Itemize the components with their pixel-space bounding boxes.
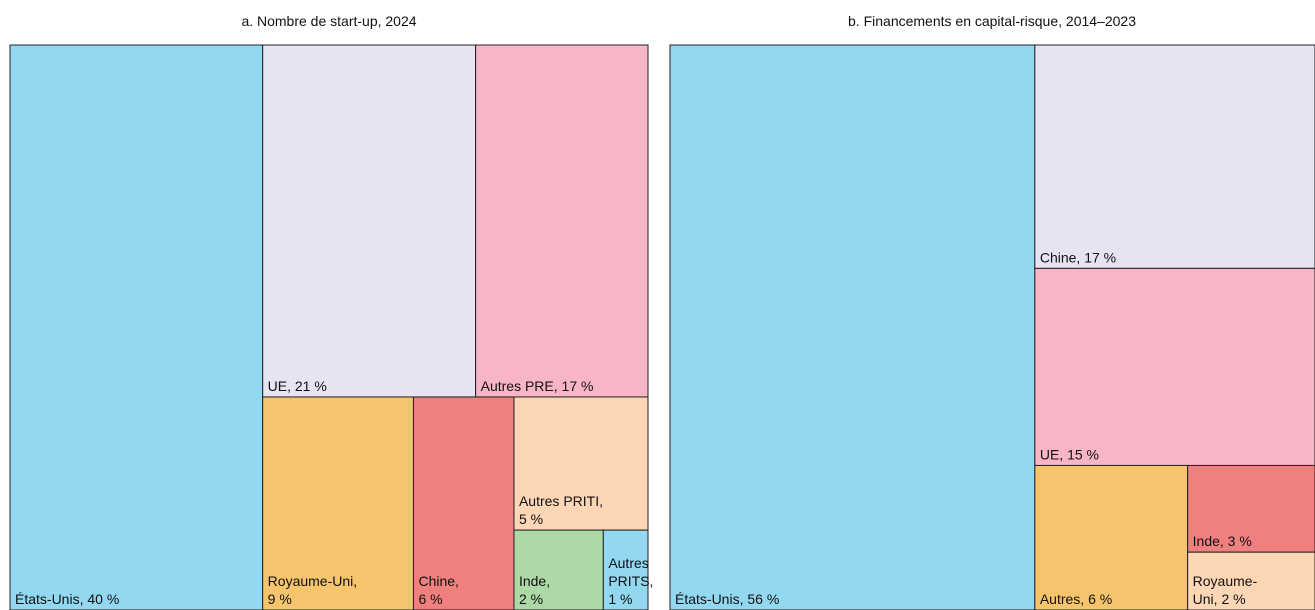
- cell-label: Inde, 2 %: [519, 573, 550, 607]
- treemap-cell: [602, 529, 649, 610]
- cell-label: Royaume-Uni, 9 %: [268, 573, 357, 607]
- cell-label: Inde, 3 %: [1193, 533, 1252, 549]
- chart-title: a. Nombre de start-up, 2024: [241, 13, 416, 29]
- cell-label: Chine, 17 %: [1040, 249, 1116, 265]
- cell-label: Autres PRITS, 1 %: [608, 555, 653, 607]
- treemap-cell: [475, 44, 649, 398]
- cell-label: États-Unis, 56 %: [675, 591, 779, 607]
- treemap-cell: [262, 44, 477, 398]
- treemap-cell: [9, 44, 264, 610]
- treemap-cell: [412, 396, 515, 610]
- treemap-cell: [1187, 464, 1315, 553]
- treemap-cell: [1034, 464, 1189, 610]
- treemap-cell: [1187, 551, 1315, 610]
- treemap-cell: [1034, 44, 1315, 269]
- cell-label: Autres, 6 %: [1040, 591, 1112, 607]
- treemap-cell: [669, 44, 1036, 610]
- chart-title: b. Financements en capital-risque, 2014–…: [848, 13, 1136, 29]
- cell-label: Chine, 6 %: [418, 573, 458, 607]
- cell-label: États-Unis, 40 %: [15, 591, 119, 607]
- cell-label: UE, 21 %: [268, 378, 327, 394]
- treemap-cell: [513, 529, 604, 610]
- treemap-cell: [262, 396, 414, 610]
- cell-label: Royaume-Uni, 2 %: [1193, 573, 1258, 607]
- cell-label: Autres PRE, 17 %: [481, 378, 594, 394]
- treemap-cell: [1034, 267, 1315, 466]
- cell-label: UE, 15 %: [1040, 446, 1099, 462]
- treemap-cell: [513, 396, 649, 531]
- cell-label: Autres PRITI, 5 %: [519, 493, 603, 527]
